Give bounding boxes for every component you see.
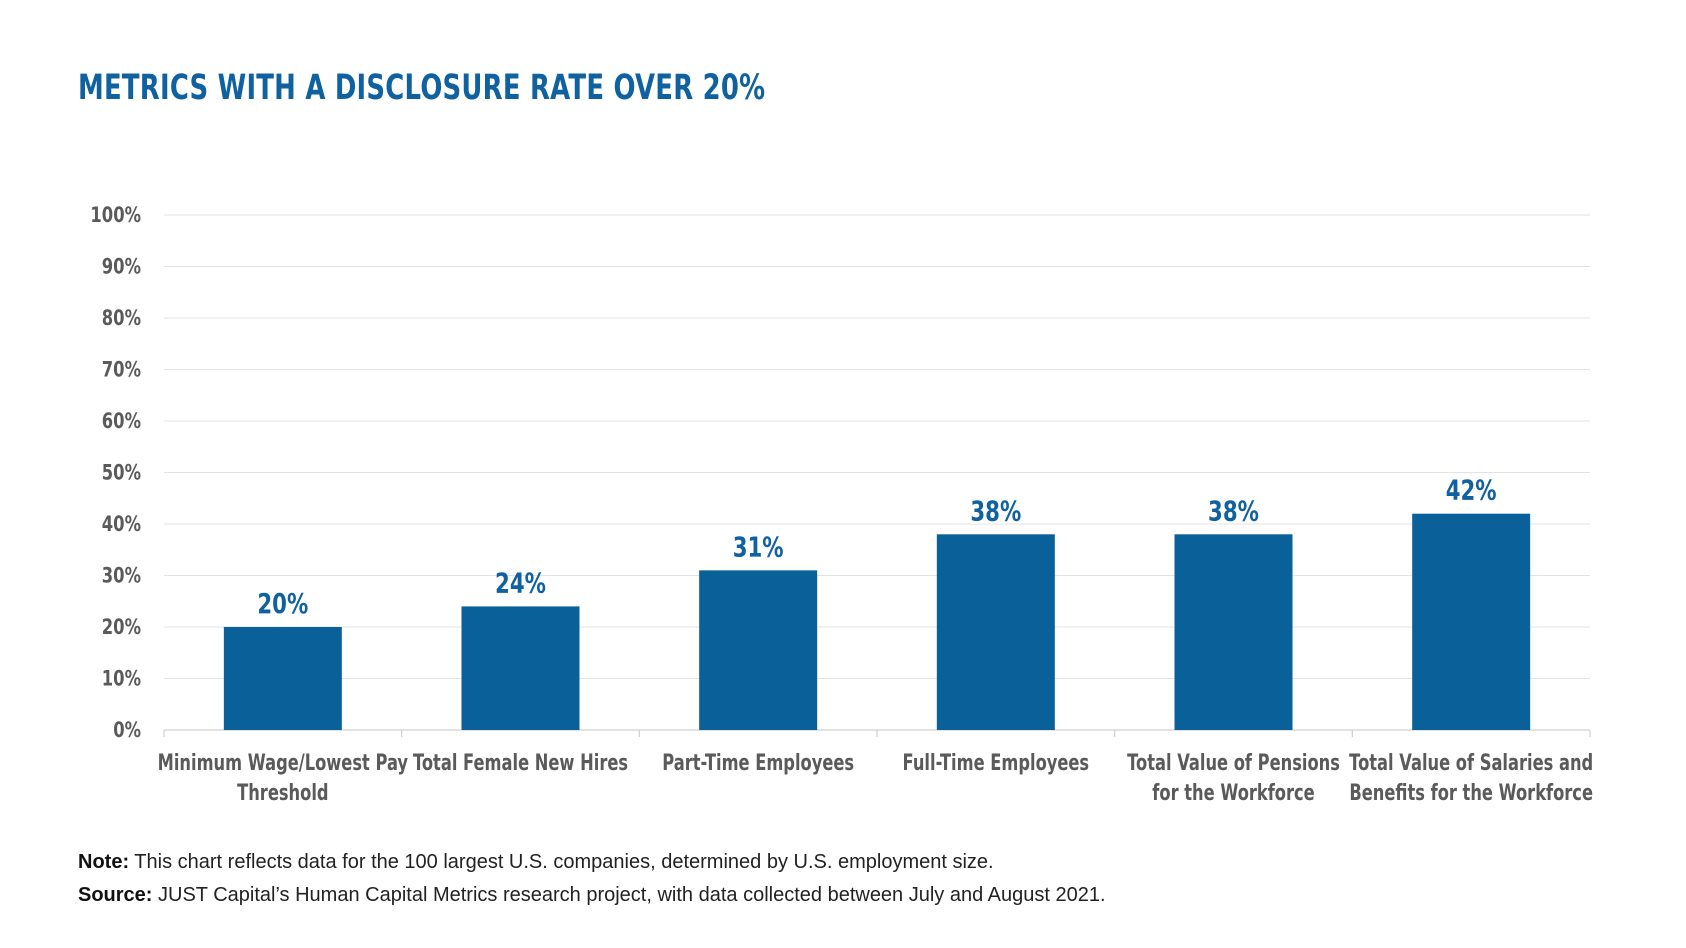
y-tick-label: 80% (102, 307, 141, 330)
footnotes: Note: This chart reflects data for the 1… (78, 846, 1106, 912)
bar-value-label: 42% (1446, 474, 1497, 507)
x-category-label: Threshold (237, 780, 328, 806)
bar-value-label: 38% (1208, 494, 1259, 527)
bar-value-label: 31% (733, 530, 784, 563)
x-category-label: for the Workforce (1152, 780, 1314, 806)
x-category-label: Total Value of Pensions (1127, 750, 1340, 776)
y-tick-label: 100% (90, 204, 141, 227)
x-category-label: Total Value of Salaries and (1349, 750, 1593, 776)
y-tick-label: 40% (102, 513, 141, 536)
bar (223, 627, 342, 730)
bar-value-label: 24% (495, 567, 546, 600)
note-label: Note: (78, 851, 130, 873)
bar-value-label: 38% (970, 494, 1021, 527)
x-category-label: Full-Time Employees (903, 750, 1090, 776)
chart-title: METRICS WITH A DISCLOSURE RATE OVER 20% (78, 68, 766, 108)
y-tick-label: 70% (102, 359, 141, 382)
y-tick-label: 50% (102, 462, 141, 485)
x-category-label: Total Female New Hires (413, 750, 628, 776)
x-category-label: Minimum Wage/Lowest Pay (158, 750, 409, 776)
source-text: JUST Capital’s Human Capital Metrics res… (152, 884, 1106, 906)
x-category-label: Benefits for the Workforce (1349, 780, 1593, 806)
y-tick-label: 10% (102, 668, 141, 691)
chart-note: Note: This chart reflects data for the 1… (78, 846, 1106, 879)
x-category-label: Part-Time Employees (662, 750, 854, 776)
bar (1174, 534, 1293, 730)
y-tick-label: 20% (102, 616, 141, 639)
y-tick-label: 90% (102, 256, 141, 279)
chart-source: Source: JUST Capital’s Human Capital Met… (78, 879, 1106, 912)
y-tick-label: 60% (102, 410, 141, 433)
bar (461, 606, 580, 730)
note-text: This chart reflects data for the 100 lar… (129, 851, 994, 873)
y-tick-label: 30% (102, 565, 141, 588)
bar (1412, 513, 1531, 730)
bar-value-label: 20% (257, 587, 308, 620)
source-label: Source: (78, 884, 153, 906)
y-tick-label: 0% (113, 719, 141, 742)
bar (699, 570, 818, 730)
bar (936, 534, 1055, 730)
